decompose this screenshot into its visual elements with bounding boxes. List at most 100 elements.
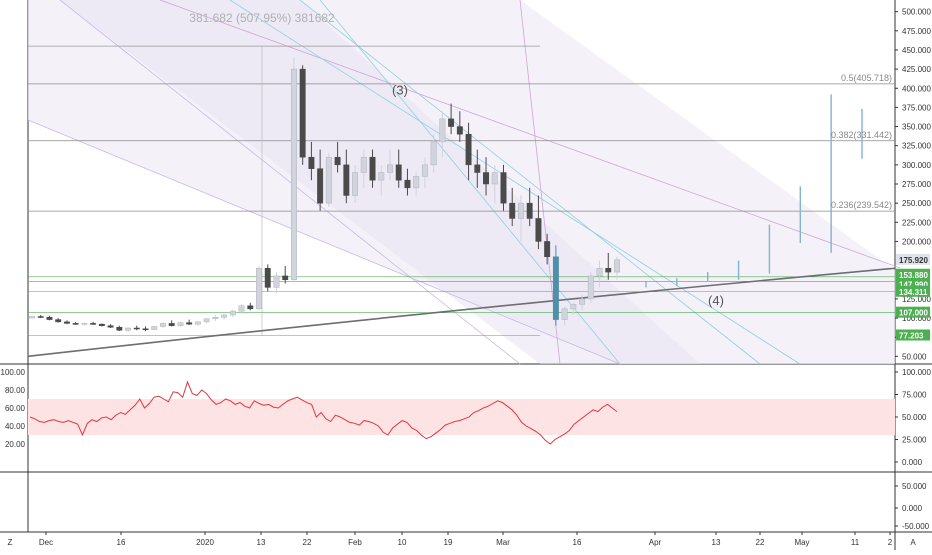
candle[interactable] xyxy=(360,149,367,188)
time-axis-label: 16 xyxy=(573,538,582,547)
candle[interactable] xyxy=(474,149,481,188)
candle[interactable] xyxy=(238,304,245,314)
candle[interactable] xyxy=(343,149,350,204)
measure-label: 381.682 (507.95%) 381682 xyxy=(189,11,335,25)
candle[interactable] xyxy=(378,164,385,196)
price-badge: 77.203 xyxy=(896,329,930,341)
candle[interactable] xyxy=(221,313,228,320)
candle[interactable] xyxy=(509,187,516,227)
candle[interactable] xyxy=(465,122,472,181)
candle[interactable] xyxy=(544,233,551,265)
candle[interactable] xyxy=(46,315,53,321)
candle-body xyxy=(395,164,402,181)
candle[interactable] xyxy=(90,321,97,325)
channel-line xyxy=(229,0,801,365)
candle[interactable] xyxy=(151,325,158,331)
candle[interactable] xyxy=(229,309,236,318)
candle[interactable] xyxy=(500,164,507,211)
rsi-axis-label: 50.000 xyxy=(902,413,927,422)
candle[interactable] xyxy=(212,314,219,322)
candle[interactable] xyxy=(404,168,411,196)
candle[interactable] xyxy=(29,315,35,319)
price-badge-label: 147.990 xyxy=(899,280,928,289)
candle-body xyxy=(439,118,446,143)
candle[interactable] xyxy=(186,319,193,325)
auto-scale-button[interactable]: A xyxy=(910,538,916,547)
candle[interactable] xyxy=(526,187,533,227)
candle[interactable] xyxy=(605,252,612,280)
candle[interactable] xyxy=(352,164,359,204)
candle[interactable] xyxy=(247,302,254,311)
candle[interactable] xyxy=(439,111,446,158)
candle[interactable] xyxy=(256,265,262,311)
candle[interactable] xyxy=(168,320,175,327)
time-axis-label: May xyxy=(794,538,809,547)
candle[interactable] xyxy=(177,321,184,328)
candle[interactable] xyxy=(413,172,420,196)
timezone-label[interactable]: Z xyxy=(8,538,13,547)
candle-body xyxy=(334,156,341,166)
wave-label-3: (3) xyxy=(392,82,408,97)
candle[interactable] xyxy=(203,318,210,324)
price-axis-label: 500.000 xyxy=(902,8,931,17)
candle[interactable] xyxy=(55,318,62,323)
candle[interactable] xyxy=(290,57,297,282)
candle[interactable] xyxy=(72,321,79,325)
candle[interactable] xyxy=(517,195,524,242)
candle[interactable] xyxy=(535,195,542,250)
candle[interactable] xyxy=(160,321,166,328)
candle[interactable] xyxy=(273,272,280,294)
candle[interactable] xyxy=(194,321,201,326)
candle[interactable] xyxy=(456,111,463,142)
candle[interactable] xyxy=(491,164,498,204)
candle[interactable] xyxy=(299,65,306,165)
candle[interactable] xyxy=(37,314,44,319)
candle-body xyxy=(160,323,166,327)
fib-label: 0.236(239.542) xyxy=(831,200,892,210)
time-axis-label: 11 xyxy=(851,538,860,547)
candle[interactable] xyxy=(369,149,376,188)
candle[interactable] xyxy=(552,245,559,326)
candle-body xyxy=(212,317,219,320)
candle[interactable] xyxy=(483,157,489,196)
candle[interactable] xyxy=(125,327,132,332)
candle[interactable] xyxy=(308,141,315,181)
candle[interactable] xyxy=(587,272,594,303)
candle[interactable] xyxy=(596,260,603,288)
candle[interactable] xyxy=(282,265,289,284)
candle-body xyxy=(107,325,114,328)
rsi-left-axis-label: 60.00 xyxy=(5,404,26,413)
candle[interactable] xyxy=(387,149,393,181)
candle[interactable] xyxy=(81,322,88,326)
candle[interactable] xyxy=(142,326,149,332)
candle[interactable] xyxy=(579,295,586,311)
candle[interactable] xyxy=(430,134,437,173)
candle-body xyxy=(448,118,455,127)
candle-body xyxy=(552,256,559,320)
candle[interactable] xyxy=(98,323,105,327)
candle[interactable] xyxy=(264,264,271,292)
candle[interactable] xyxy=(334,141,341,173)
candle[interactable] xyxy=(133,325,140,331)
candle[interactable] xyxy=(561,306,568,326)
lower-axis-label: 50.000 xyxy=(902,482,927,491)
fib-label: 0.382(331.442) xyxy=(831,130,892,140)
candle[interactable] xyxy=(448,103,455,135)
price-axis-label: 475.000 xyxy=(902,27,931,36)
candle-body xyxy=(526,202,533,219)
candle[interactable] xyxy=(614,256,620,280)
candle[interactable] xyxy=(325,153,332,207)
candle-body xyxy=(29,316,35,319)
candle[interactable] xyxy=(63,320,70,325)
candle-body xyxy=(221,314,228,318)
candle[interactable] xyxy=(317,149,324,211)
candle-body xyxy=(63,321,70,324)
candle[interactable] xyxy=(116,325,123,332)
candle[interactable] xyxy=(395,149,402,188)
candle-body xyxy=(81,323,88,325)
candle[interactable] xyxy=(107,324,114,328)
candle[interactable] xyxy=(570,302,577,315)
candle[interactable] xyxy=(421,157,428,188)
rsi-left-axis-label: 80.00 xyxy=(5,386,26,395)
